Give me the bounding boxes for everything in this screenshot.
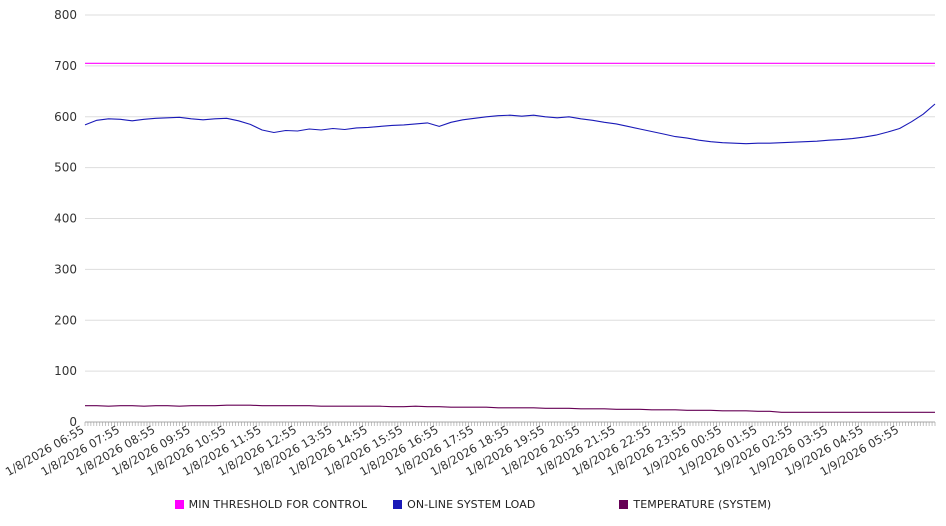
legend-swatch-icon (619, 500, 629, 509)
series-line-temperature-system- (85, 404, 935, 413)
legend-item-min-threshold-for-control[interactable]: MIN THRESHOLD FOR CONTROL (174, 498, 368, 511)
y-axis-tick-label: 500 (54, 161, 77, 175)
y-axis-tick-label: 800 (54, 8, 77, 22)
legend-label: TEMPERATURE (SYSTEM) (633, 498, 772, 511)
legend-swatch-icon (393, 500, 403, 509)
legend-label: MIN THRESHOLD FOR CONTROL (188, 498, 368, 511)
legend-label: ON-LINE SYSTEM LOAD (407, 498, 536, 511)
series-line-on-line-system-load (84, 103, 936, 145)
legend-item-temperature-system-[interactable]: TEMPERATURE (SYSTEM) (619, 498, 771, 511)
y-axis-tick-label: 600 (54, 110, 77, 124)
legend-item-on-line-system-load[interactable]: ON-LINE SYSTEM LOAD (393, 498, 535, 511)
y-axis-tick-label: 200 (54, 313, 77, 327)
chart-area: 0 100 200 300 400 500 600 700 800 1/8/2026 06:55 1… (3, 8, 936, 479)
y-axis-tick-label: 400 (54, 212, 77, 226)
y-axis-tick-label: 0 (69, 415, 77, 429)
y-axis-tick-label: 100 (54, 364, 77, 378)
y-axis-tick-label: 700 (54, 59, 77, 73)
legend-swatch-icon (174, 500, 184, 509)
y-axis-tick-label: 300 (54, 262, 77, 276)
legend: MIN THRESHOLD FOR CONTROL ON-LINE SYSTEM … (0, 498, 946, 511)
